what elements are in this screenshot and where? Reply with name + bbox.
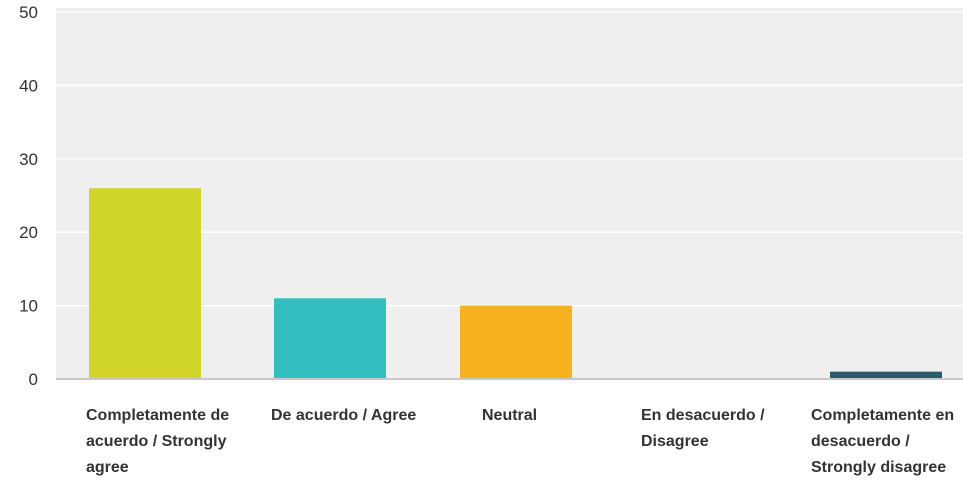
x-tick-label-de-acuerdo: De acuerdo / Agree (271, 407, 417, 424)
y-tick-label: 0 (29, 370, 38, 389)
bars (89, 188, 942, 379)
bar (460, 305, 572, 379)
y-tick-label: 20 (19, 223, 38, 242)
bar (830, 371, 942, 379)
x-tick-label-neutral: Neutral (482, 407, 538, 424)
x-tick-label-completamente-de-acuerdo: Completamente de acuerdo / Strongly agre… (86, 407, 230, 476)
bar (89, 188, 201, 379)
x-tick-label-en-desacuerdo: En desacuerdo / Disagree (641, 407, 765, 450)
y-tick-label: 30 (19, 150, 38, 169)
gridlines (56, 11, 963, 307)
y-tick-label: 50 (19, 3, 38, 22)
x-tick-label-completamente-en-desacuerdo: Completamente en desacuerdo / Strongly d… (811, 407, 955, 476)
bar (274, 298, 386, 379)
y-tick-label: 10 (19, 297, 38, 316)
y-axis-ticks: 0 10 20 30 40 50 (19, 3, 38, 389)
y-tick-label: 40 (19, 76, 38, 95)
